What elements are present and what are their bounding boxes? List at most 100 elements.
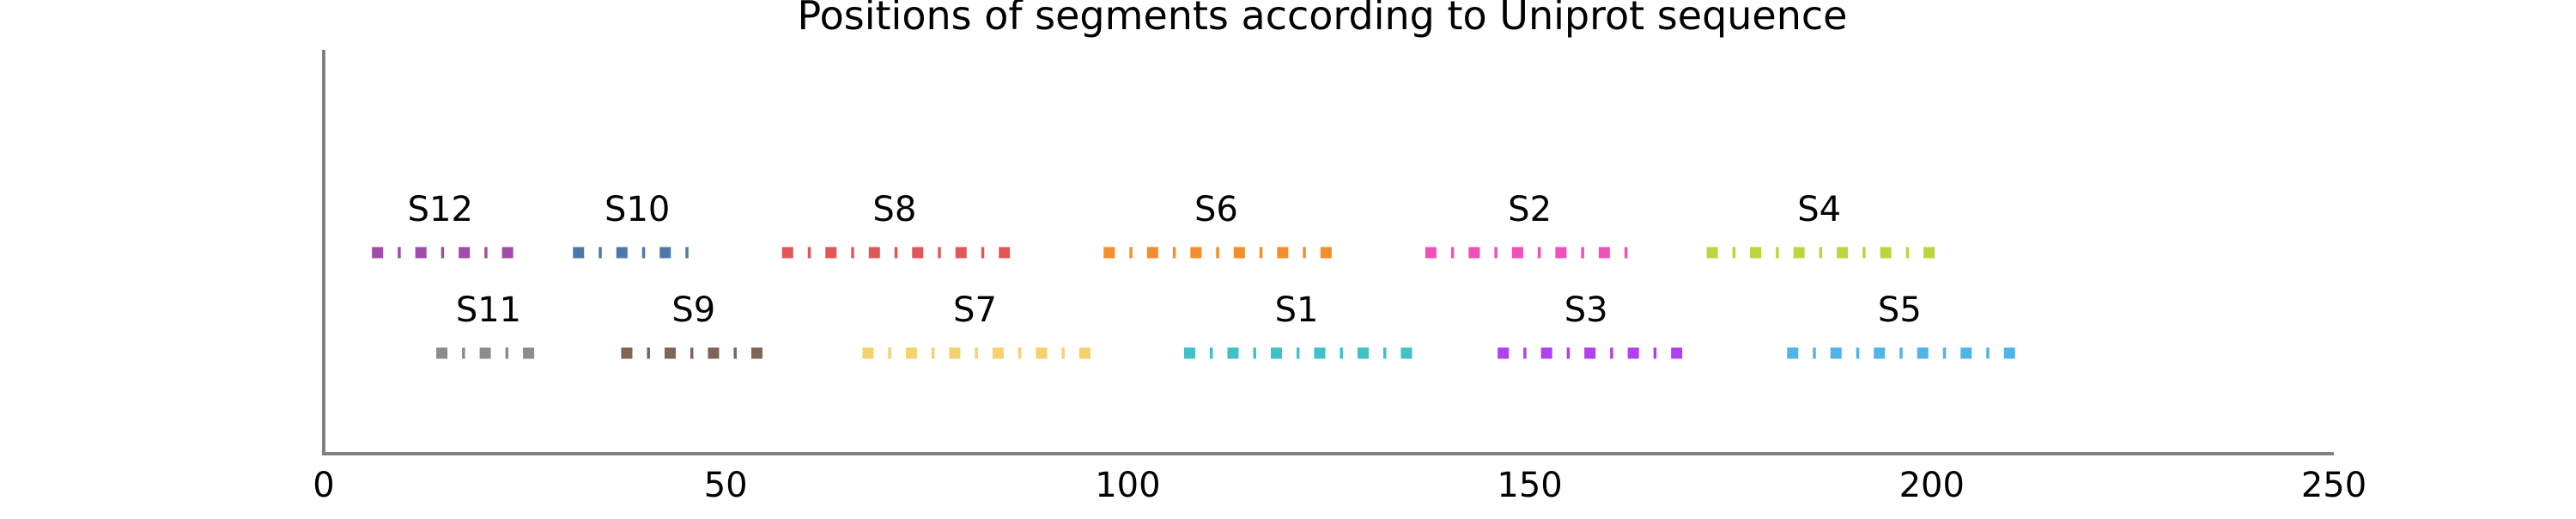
segment-mark	[1566, 347, 1571, 359]
segment-mark	[647, 347, 650, 359]
segment-mark	[685, 247, 689, 259]
segment-s11: S11	[436, 290, 535, 359]
x-tick-label: 250	[2301, 466, 2366, 505]
segment-mark	[1494, 247, 1498, 259]
segment-s6: S6	[1103, 190, 1332, 259]
segment-mark	[664, 347, 676, 359]
segment-mark	[621, 347, 633, 359]
segment-mark	[862, 347, 874, 359]
segment-mark	[573, 247, 585, 259]
segment-mark	[1382, 347, 1387, 359]
segment-mark	[1856, 347, 1860, 359]
segment-mark	[733, 347, 737, 359]
segment-label: S12	[408, 190, 473, 229]
segment-mark	[1653, 347, 1657, 359]
segment-s5: S5	[1787, 290, 2015, 359]
segment-mark	[1706, 247, 1718, 259]
segment-mark	[1450, 247, 1455, 259]
segment-mark	[1986, 347, 1990, 359]
segment-mark	[1357, 347, 1369, 359]
segment-mark	[1227, 347, 1239, 359]
segment-label: S8	[872, 190, 916, 229]
segment-mark	[999, 247, 1011, 259]
segment-mark	[462, 347, 465, 359]
segment-mark	[912, 247, 924, 259]
segment-s2: S2	[1425, 190, 1628, 259]
segment-mark	[1627, 347, 1639, 359]
segment-mark	[888, 347, 891, 359]
segment-mark	[1253, 347, 1256, 359]
segment-mark	[1610, 347, 1613, 359]
segment-label: S1	[1275, 290, 1319, 330]
segment-mark	[955, 247, 967, 259]
segment-mark	[807, 247, 811, 259]
segment-label: S6	[1194, 190, 1238, 229]
segment-mark	[1303, 247, 1306, 259]
segment-mark	[1078, 347, 1091, 359]
segment-mark	[1498, 347, 1510, 359]
segment-mark	[1233, 247, 1245, 259]
segment-mark	[894, 247, 898, 259]
x-tick-label: 50	[704, 466, 748, 505]
segment-mark	[1523, 347, 1527, 359]
segment-mark	[372, 247, 384, 259]
segment-mark	[1320, 247, 1332, 259]
segment-mark	[1830, 347, 1842, 359]
segment-mark	[1819, 247, 1823, 259]
segment-mark	[750, 347, 762, 359]
segment-mark	[1400, 347, 1413, 359]
segment-mark	[459, 247, 471, 259]
segment-mark	[1511, 247, 1523, 259]
segment-mark	[931, 347, 935, 359]
segment-mark	[1146, 247, 1158, 259]
segment-label: S7	[953, 290, 997, 330]
segments-layer: S12 S10 S8 S6 S2 S4 S11 S9 S7 S1 S3 S5	[372, 190, 2015, 359]
segment-mark	[1277, 247, 1289, 259]
segment-mark	[398, 247, 401, 259]
segment-mark	[825, 247, 837, 259]
segment-mark	[501, 247, 513, 259]
segment-mark	[1209, 347, 1213, 359]
segment-mark	[1537, 247, 1541, 259]
segment-mark	[641, 247, 646, 259]
segment-mark	[1793, 247, 1805, 259]
segment-s9: S9	[621, 290, 762, 359]
segment-mark	[690, 347, 694, 359]
segment-mark	[1905, 247, 1910, 259]
segment-s7: S7	[862, 290, 1091, 359]
segment-label: S2	[1508, 190, 1552, 229]
segment-mark	[1555, 247, 1567, 259]
segment-mark	[1270, 347, 1282, 359]
segment-mark	[1061, 347, 1065, 359]
segment-mark	[708, 347, 720, 359]
x-tick-label: 0	[313, 466, 334, 505]
segment-mark	[1942, 347, 1947, 359]
segment-mark	[992, 347, 1004, 359]
segment-s8: S8	[781, 190, 1011, 259]
segment-mark	[1259, 247, 1263, 259]
segment-label: S10	[605, 190, 670, 229]
segment-mark	[505, 347, 509, 359]
segment-mark	[1813, 347, 1816, 359]
segment-mark	[1296, 347, 1300, 359]
segment-label: S3	[1564, 290, 1608, 330]
segment-mark	[905, 347, 917, 359]
segment-mark	[1671, 347, 1683, 359]
segment-mark	[1960, 347, 1972, 359]
segment-mark	[1732, 247, 1736, 259]
segment-mark	[1018, 347, 1022, 359]
segment-mark	[440, 247, 445, 259]
segment-label: S11	[456, 290, 521, 330]
segment-mark	[1837, 247, 1849, 259]
segment-mark	[1874, 347, 1886, 359]
x-tick-label: 100	[1095, 466, 1160, 505]
segment-mark	[1787, 347, 1799, 359]
segment-mark	[1923, 247, 1935, 259]
segment-mark	[949, 347, 961, 359]
segment-mark	[1340, 347, 1343, 359]
segment-label: S5	[1878, 290, 1922, 330]
segment-mark	[1540, 347, 1552, 359]
segment-mark	[415, 247, 427, 259]
